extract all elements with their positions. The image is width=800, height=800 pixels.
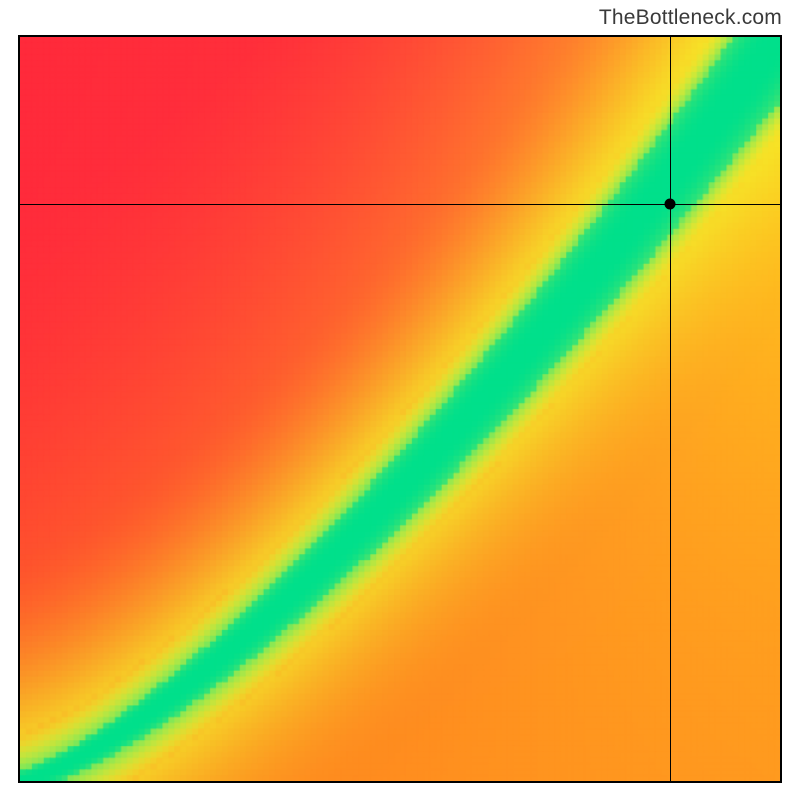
plot-frame xyxy=(18,35,782,783)
heatmap-canvas xyxy=(20,37,780,781)
watermark-text: TheBottleneck.com xyxy=(599,6,782,30)
